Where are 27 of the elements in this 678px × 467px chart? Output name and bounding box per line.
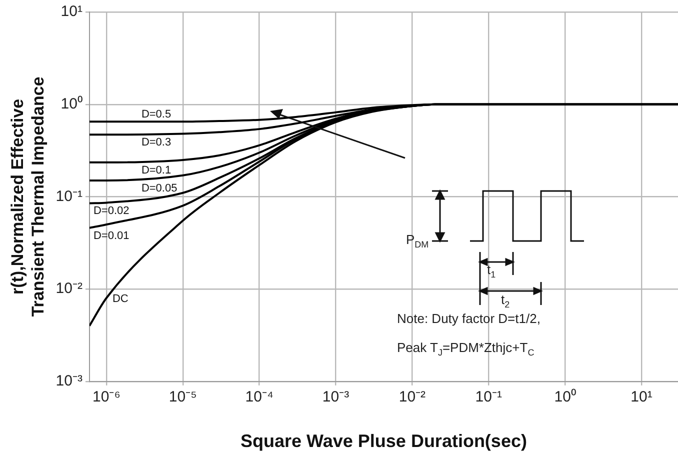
series-label: DC [112,293,128,305]
x-tick-label: 10⁻⁴ [245,388,274,406]
x-tick-label: 10¹ [630,388,652,406]
series-label: D=0.01 [93,230,130,242]
x-tick-label: 10⁻¹ [475,388,502,406]
x-tick-label: 10⁻³ [322,388,350,406]
annotation: Peak T$_{J}$=PDM*Zthjc+T$_{C}$ [397,340,534,358]
x-tick-label: 10⁰ [554,388,576,406]
series-label: D=0.02 [93,205,130,218]
annotation: P$_{DM}$ [406,232,429,250]
y-tick-label: 10⁻² [56,280,82,298]
y-axis-title: r(t),Normalized Effective Transient Thermal Impedance [8,76,48,317]
series-label: D=0.05 [141,182,178,194]
y-tick-label: 10⁻¹ [56,188,82,205]
y-tick-label: 10¹ [60,3,82,20]
series-label: D=0.5 [141,108,172,121]
x-tick-label: 10⁻⁵ [168,388,197,406]
y-tick-label: 10⁻³ [56,372,82,390]
series-label: D=0.3 [141,136,172,149]
x-tick-label: 10⁻⁶ [92,388,120,406]
series-label: D=0.1 [141,164,172,176]
y-tick-label: 10⁰ [60,95,82,112]
annotation: t$_{1}$ [487,262,496,280]
x-axis-title: Square Wave Pluse Duration(sec) [240,431,527,452]
annotation: Note: Duty factor D=t1/2, [397,311,540,326]
annotation: t$_{2}$ [501,292,510,310]
x-tick-label: 10⁻² [398,388,426,406]
